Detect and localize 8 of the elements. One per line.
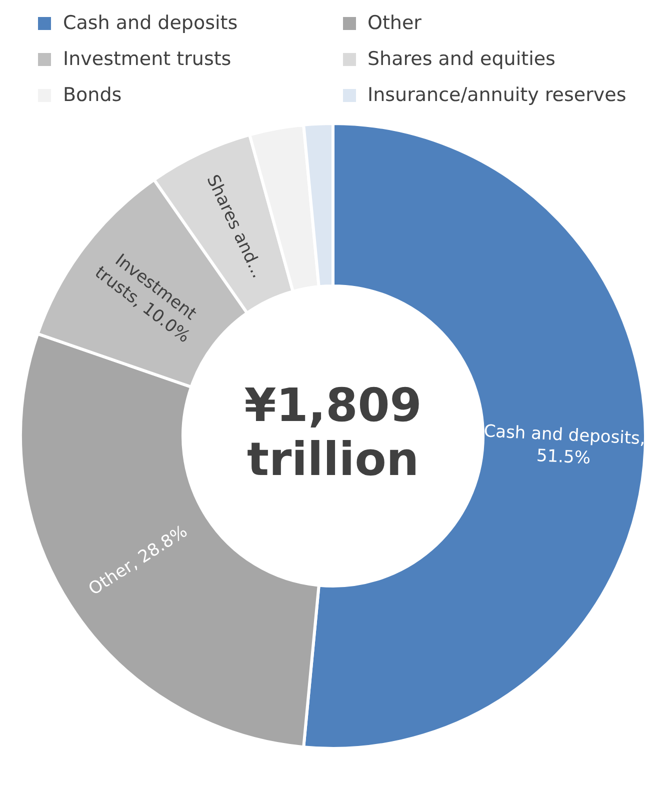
text: ¥1,809 trillion bbox=[244, 378, 422, 486]
legend-label: Shares and equities bbox=[368, 48, 556, 70]
legend-label: Investment trusts bbox=[63, 48, 232, 70]
legend-label: Insurance/annuity reserves bbox=[368, 84, 626, 106]
legend-label: Cash and deposits bbox=[63, 12, 238, 34]
legend-label: Other bbox=[368, 12, 422, 34]
data-label: Cash and deposits, 51.5% bbox=[483, 422, 646, 469]
legend-label: Bonds bbox=[63, 84, 122, 106]
